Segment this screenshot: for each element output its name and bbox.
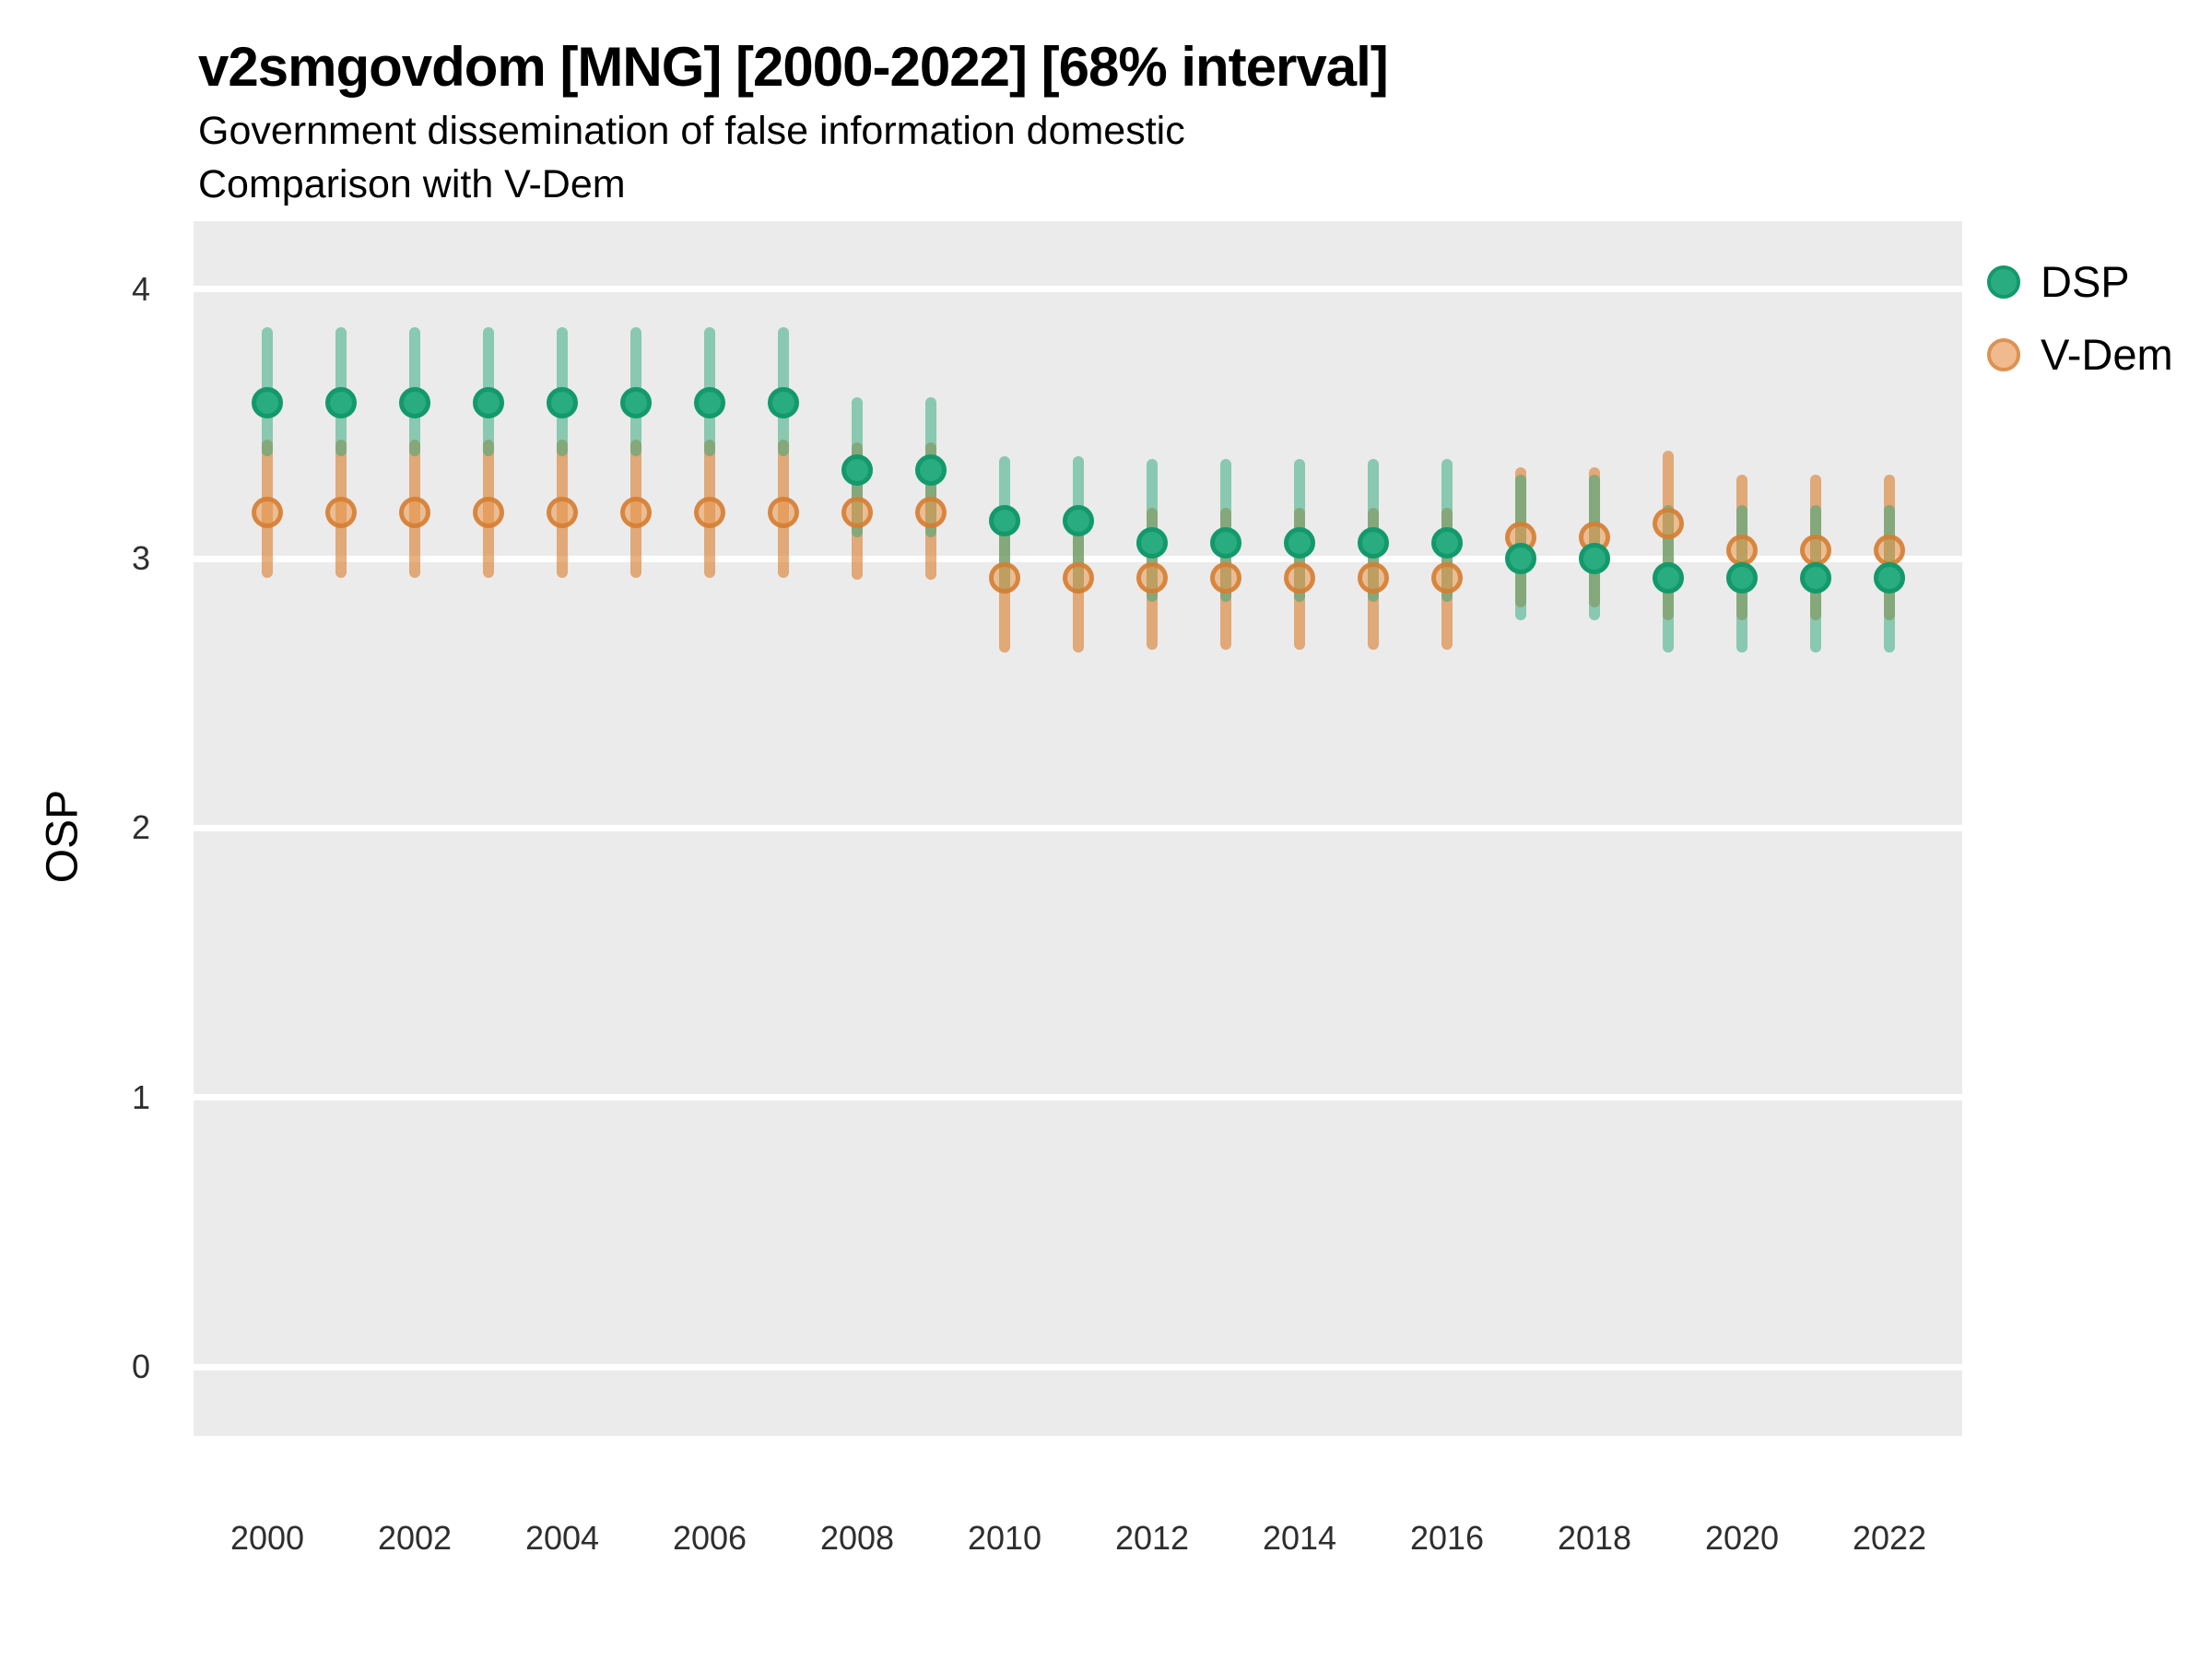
gridline-y-0 <box>194 1363 1962 1371</box>
x-tick-label-2014: 2014 <box>1262 1519 1337 1557</box>
dsp-point-2021 <box>1800 561 1831 594</box>
vdem-point-2012 <box>1136 561 1168 594</box>
x-tick-label-2022: 2022 <box>1852 1519 1927 1557</box>
dsp-point-2016 <box>1431 526 1463 559</box>
dsp-point-2014 <box>1284 526 1315 559</box>
dsp-point-2017 <box>1505 543 1536 575</box>
chart-subtitle-line2: Comparison with V-Dem <box>198 162 626 206</box>
legend-label-vdem: V-Dem <box>2041 330 2173 379</box>
vdem-point-2009 <box>915 497 947 529</box>
vdem-point-2020 <box>1726 535 1758 567</box>
x-tick-label-2010: 2010 <box>967 1519 1042 1557</box>
x-tick-label-2016: 2016 <box>1409 1519 1485 1557</box>
dsp-point-2001 <box>325 386 357 418</box>
dsp-point-2007 <box>768 386 799 418</box>
dsp-point-2019 <box>1653 561 1684 594</box>
vdem-point-2006 <box>694 497 725 529</box>
vdem-point-2000 <box>252 497 283 529</box>
gridline-y-1 <box>194 1094 1962 1101</box>
y-tick-label-4: 4 <box>131 269 150 308</box>
dsp-point-2003 <box>473 386 504 418</box>
dsp-point-2009 <box>915 453 947 486</box>
gridline-y-2 <box>194 824 1962 831</box>
dsp-point-2012 <box>1136 526 1168 559</box>
vdem-point-2008 <box>841 497 873 529</box>
chart-title: v2smgovdom [MNG] [2000-2022] [68% interv… <box>198 36 1389 98</box>
legend-item-vdem: V-Dem <box>1987 329 2173 380</box>
gridline-y-4 <box>194 286 1962 293</box>
vdem-point-2016 <box>1431 561 1463 594</box>
dsp-point-2005 <box>620 386 652 418</box>
x-tick-label-2018: 2018 <box>1557 1519 1632 1557</box>
vdem-point-2015 <box>1358 561 1389 594</box>
dsp-point-2006 <box>694 386 725 418</box>
dsp-point-2022 <box>1874 561 1905 594</box>
x-tick-label-2008: 2008 <box>819 1519 895 1557</box>
y-tick-label-2: 2 <box>131 808 150 847</box>
vdem-point-2002 <box>399 497 430 529</box>
plot-panel <box>194 221 1962 1436</box>
x-tick-label-2006: 2006 <box>672 1519 747 1557</box>
legend-label-dsp: DSP <box>2041 257 2130 306</box>
vdem-point-2003 <box>473 497 504 529</box>
vdem-point-2005 <box>620 497 652 529</box>
y-tick-label-0: 0 <box>131 1347 150 1385</box>
vdem-point-2004 <box>547 497 578 529</box>
dsp-point-2004 <box>547 386 578 418</box>
legend-item-dsp: DSP <box>1987 256 2173 307</box>
y-tick-label-3: 3 <box>131 539 150 578</box>
legend: DSP V-Dem <box>1987 256 2173 402</box>
dsp-point-2010 <box>989 505 1020 537</box>
dsp-point-2002 <box>399 386 430 418</box>
dsp-point-2013 <box>1210 526 1241 559</box>
dsp-point-2018 <box>1579 543 1610 575</box>
vdem-point-2013 <box>1210 561 1241 594</box>
dsp-point-2015 <box>1358 526 1389 559</box>
x-tick-label-2002: 2002 <box>377 1519 453 1557</box>
vdem-point-2001 <box>325 497 357 529</box>
dsp-point-2020 <box>1726 561 1758 594</box>
chart-subtitle-line1: Government dissemination of false inform… <box>198 109 1185 153</box>
vdem-point-2014 <box>1284 561 1315 594</box>
x-tick-label-2012: 2012 <box>1114 1519 1190 1557</box>
dsp-point-2008 <box>841 453 873 486</box>
vdem-point-2019 <box>1653 508 1684 540</box>
dsp-legend-dot-icon <box>1987 265 2020 299</box>
vdem-point-2021 <box>1800 535 1831 567</box>
vdem-point-2010 <box>989 561 1020 594</box>
vdem-legend-dot-icon <box>1987 337 2020 371</box>
vdem-point-2007 <box>768 497 799 529</box>
y-tick-label-1: 1 <box>131 1077 150 1116</box>
dsp-point-2011 <box>1063 505 1094 537</box>
vdem-point-2011 <box>1063 561 1094 594</box>
x-tick-label-2004: 2004 <box>524 1519 600 1557</box>
dsp-point-2000 <box>252 386 283 418</box>
x-tick-label-2000: 2000 <box>229 1519 305 1557</box>
x-tick-label-2020: 2020 <box>1704 1519 1780 1557</box>
